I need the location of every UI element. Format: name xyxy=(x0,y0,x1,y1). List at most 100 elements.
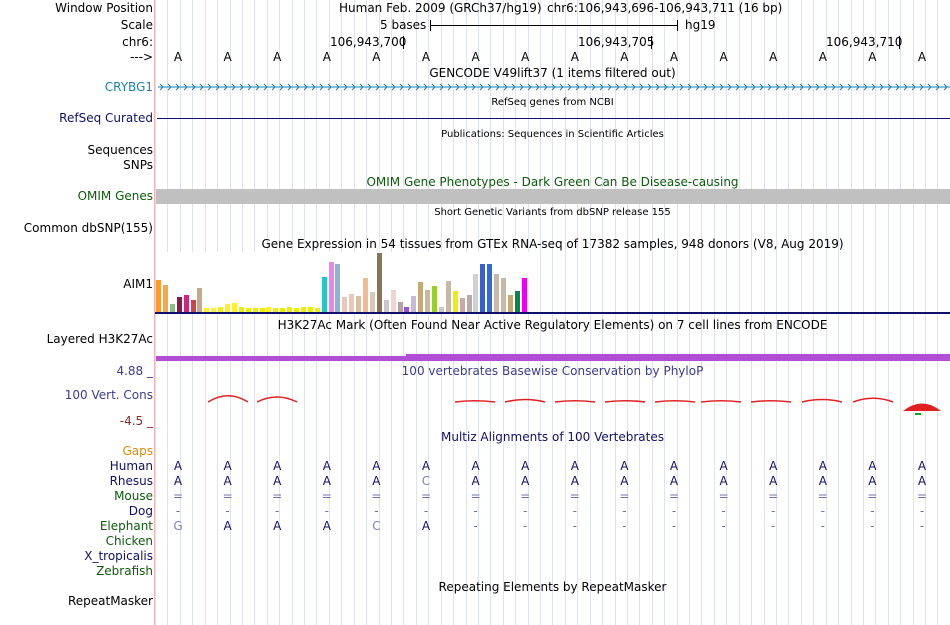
gtex-tissue-bar[interactable] xyxy=(404,307,410,312)
gtex-tissue-bar[interactable] xyxy=(314,308,320,312)
gtex-bar-chart[interactable] xyxy=(156,252,536,312)
omim-track-title[interactable]: OMIM Gene Phenotypes - Dark Green Can Be… xyxy=(366,175,739,189)
gtex-tissue-bar[interactable] xyxy=(473,274,479,312)
gtex-tissue-bar[interactable] xyxy=(445,281,451,312)
gtex-tissue-bar[interactable] xyxy=(218,307,224,312)
publications-track-title[interactable]: Publications: Sequences in Scientific Ar… xyxy=(441,129,664,140)
gtex-tissue-bar[interactable] xyxy=(425,290,431,312)
repeatmasker-track-title[interactable]: Repeating Elements by RepeatMasker xyxy=(438,580,667,594)
reference-base: A xyxy=(521,50,530,64)
gtex-tissue-bar[interactable] xyxy=(197,288,203,312)
gtex-tissue-bar[interactable] xyxy=(383,300,389,312)
strand-chevron xyxy=(407,83,412,91)
omim-feature-bar[interactable] xyxy=(156,189,950,204)
gtex-tissue-bar[interactable] xyxy=(514,291,520,312)
multiz-species-label[interactable]: X_tropicalis xyxy=(84,549,153,563)
gtex-tissue-bar[interactable] xyxy=(156,280,161,312)
alignment-base: - xyxy=(771,504,776,518)
gtex-tissue-bar[interactable] xyxy=(231,303,237,312)
gtex-gene-label[interactable]: AIM1 xyxy=(123,277,153,291)
gtex-tissue-bar[interactable] xyxy=(356,296,362,312)
repeatmasker-label[interactable]: RepeatMasker xyxy=(67,594,153,608)
gtex-tissue-bar[interactable] xyxy=(390,290,396,312)
gencode-track-title[interactable]: GENCODE V49lift37 (1 items filtered out) xyxy=(429,66,676,80)
multiz-species-label[interactable]: Rhesus xyxy=(109,474,153,488)
gtex-tissue-bar[interactable] xyxy=(266,307,272,312)
gtex-track-title[interactable]: Gene Expression in 54 tissues from GTEx … xyxy=(261,237,844,251)
gtex-tissue-bar[interactable] xyxy=(459,298,465,312)
h3k27ac-label[interactable]: Layered H3K27Ac xyxy=(46,332,153,346)
h3k27ac-track-title[interactable]: H3K27Ac Mark (Often Found Near Active Re… xyxy=(277,318,828,332)
gtex-tissue-bar[interactable] xyxy=(494,274,500,312)
multiz-species-label[interactable]: Dog xyxy=(128,504,153,518)
dbsnp-track-title[interactable]: Short Genetic Variants from dbSNP releas… xyxy=(434,207,671,218)
gtex-tissue-bar[interactable] xyxy=(342,297,348,312)
gtex-tissue-bar[interactable] xyxy=(183,295,189,312)
gtex-tissue-bar[interactable] xyxy=(300,307,306,312)
gtex-tissue-bar[interactable] xyxy=(418,282,424,312)
gtex-tissue-bar[interactable] xyxy=(411,296,417,312)
gtex-tissue-bar[interactable] xyxy=(294,308,299,312)
gtex-tissue-bar[interactable] xyxy=(363,278,368,312)
multiz-species-label[interactable]: Elephant xyxy=(99,519,153,533)
gtex-tissue-bar[interactable] xyxy=(432,286,437,312)
gtex-tissue-bar[interactable] xyxy=(397,302,403,312)
gtex-tissue-bar[interactable] xyxy=(176,297,182,312)
gtex-tissue-bar[interactable] xyxy=(204,308,210,312)
publications-label-sequences[interactable]: Sequences xyxy=(87,143,153,157)
gtex-tissue-bar[interactable] xyxy=(211,308,217,312)
refseq-label[interactable]: RefSeq Curated xyxy=(59,111,153,125)
gtex-tissue-bar[interactable] xyxy=(238,307,244,312)
multiz-track-title[interactable]: Multiz Alignments of 100 Vertebrates xyxy=(440,430,665,444)
dbsnp-label[interactable]: Common dbSNP(155) xyxy=(23,221,153,235)
alignment-base: - xyxy=(671,504,677,518)
alignment-base: = xyxy=(569,489,580,503)
multiz-species-label[interactable]: Zebrafish xyxy=(96,564,153,578)
omim-label[interactable]: OMIM Genes xyxy=(77,189,153,203)
publications-label-snps[interactable]: SNPs xyxy=(123,158,153,172)
refseq-feature-line[interactable] xyxy=(157,118,950,119)
alignment-base: - xyxy=(870,519,875,533)
gtex-tissue-bar[interactable] xyxy=(349,294,355,312)
gencode-gene-label[interactable]: CRYBG1 xyxy=(104,80,153,94)
gtex-tissue-bar[interactable] xyxy=(321,277,327,312)
gtex-tissue-bar[interactable] xyxy=(162,285,168,312)
position-readout[interactable]: chr6:106,943,696-106,943,711 (16 bp) xyxy=(547,1,783,15)
gtex-tissue-bar[interactable] xyxy=(507,295,513,312)
phylop-signal[interactable] xyxy=(155,380,950,420)
gtex-tissue-bar[interactable] xyxy=(273,308,279,312)
phylop-track-title[interactable]: 100 vertebrates Basewise Conservation by… xyxy=(401,364,704,378)
gtex-tissue-bar[interactable] xyxy=(487,264,493,312)
refseq-track-title[interactable]: RefSeq genes from NCBI xyxy=(491,97,614,108)
crybg1-gene-feature[interactable] xyxy=(158,81,950,93)
gtex-tissue-bar[interactable] xyxy=(480,264,486,312)
gtex-tissue-bar[interactable] xyxy=(252,308,258,312)
h3k27ac-signal-right[interactable] xyxy=(406,354,950,361)
gtex-tissue-bar[interactable] xyxy=(245,308,251,312)
gtex-tissue-bar[interactable] xyxy=(376,253,382,312)
gtex-tissue-bar[interactable] xyxy=(287,307,293,312)
phylop-label[interactable]: 100 Vert. Cons xyxy=(64,388,153,402)
gtex-tissue-bar[interactable] xyxy=(225,304,230,312)
gtex-tissue-bar[interactable] xyxy=(452,291,458,312)
multiz-species-label[interactable]: Human xyxy=(109,459,153,473)
multiz-species-label[interactable]: Mouse xyxy=(114,489,153,503)
gtex-tissue-bar[interactable] xyxy=(280,308,286,312)
alignment-base: A xyxy=(917,474,927,488)
gtex-tissue-bar[interactable] xyxy=(369,292,375,312)
gtex-tissue-bar[interactable] xyxy=(169,304,175,312)
gtex-tissue-bar[interactable] xyxy=(466,295,472,312)
gtex-tissue-bar[interactable] xyxy=(190,300,196,312)
gtex-tissue-bar[interactable] xyxy=(521,278,527,312)
gtex-tissue-bar[interactable] xyxy=(501,278,506,312)
gtex-tissue-bar[interactable] xyxy=(307,307,313,312)
gtex-tissue-bar[interactable] xyxy=(328,262,334,312)
h3k27ac-signal-left[interactable] xyxy=(156,356,406,361)
reference-base: A xyxy=(322,50,331,64)
gtex-tissue-bar[interactable] xyxy=(438,307,444,312)
gtex-tissue-bar[interactable] xyxy=(335,264,341,312)
multiz-species-label[interactable]: Chicken xyxy=(105,534,153,548)
gtex-tissue-bar[interactable] xyxy=(259,308,265,312)
alignment-base: = xyxy=(470,489,481,503)
